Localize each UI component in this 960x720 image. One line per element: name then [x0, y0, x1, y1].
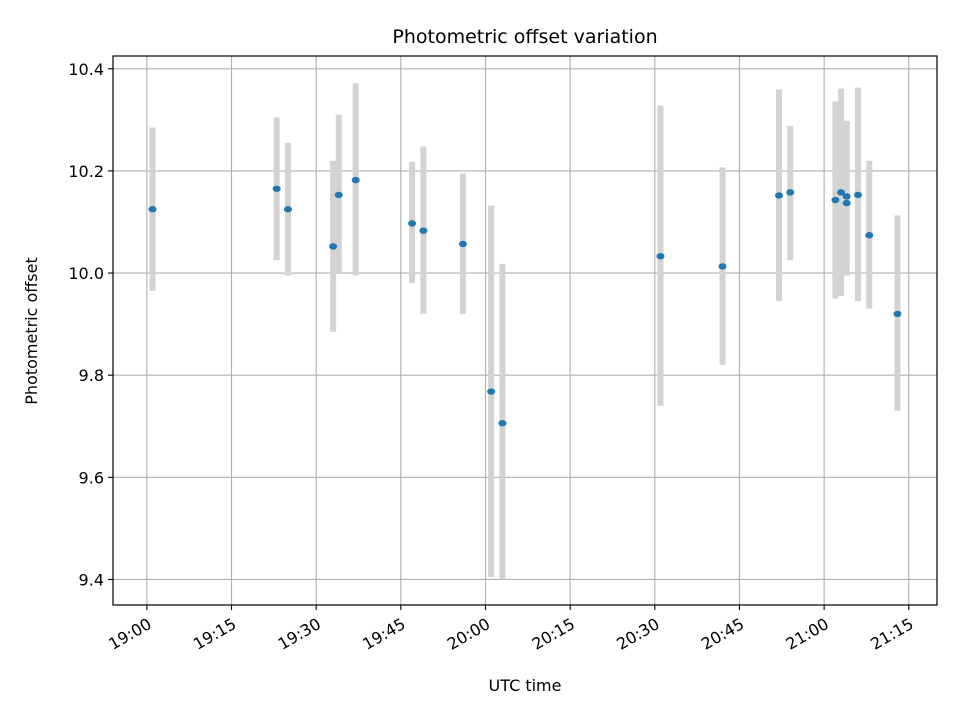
data-point	[718, 263, 727, 270]
data-point	[865, 232, 874, 239]
y-tick-label: 9.8	[79, 366, 104, 385]
data-point	[487, 388, 496, 395]
grid	[113, 56, 937, 605]
chart-title: Photometric offset variation	[392, 26, 657, 48]
data-point	[842, 199, 851, 207]
data-point	[893, 310, 902, 318]
data-point	[283, 206, 292, 213]
data-point	[272, 185, 281, 192]
data-point	[774, 192, 783, 199]
y-tick-label: 10.4	[68, 60, 104, 79]
y-tick-label: 10.0	[68, 264, 104, 283]
data-point	[842, 193, 851, 200]
data-point	[831, 196, 840, 204]
y-axis-label: Photometric offset	[22, 257, 41, 405]
data-point	[458, 240, 467, 248]
data-point	[148, 206, 157, 213]
data-point	[419, 227, 428, 234]
x-axis-label: UTC time	[489, 676, 562, 695]
y-axis-ticks: 9.4 9.6 9.8 10.0 10.2 10.4	[68, 60, 113, 589]
y-tick-label: 9.4	[79, 570, 104, 589]
data-point	[351, 176, 360, 184]
data-point	[853, 191, 862, 199]
data-point	[656, 252, 665, 260]
data-point	[786, 189, 795, 196]
y-tick-label: 9.6	[79, 468, 104, 487]
data-point	[329, 243, 338, 250]
plot-frame	[112, 55, 938, 606]
y-tick-label: 10.2	[68, 162, 104, 181]
data-point	[498, 419, 507, 427]
data-points	[148, 176, 902, 427]
data-point	[334, 191, 343, 199]
data-point	[408, 220, 417, 227]
data-point	[837, 189, 846, 196]
